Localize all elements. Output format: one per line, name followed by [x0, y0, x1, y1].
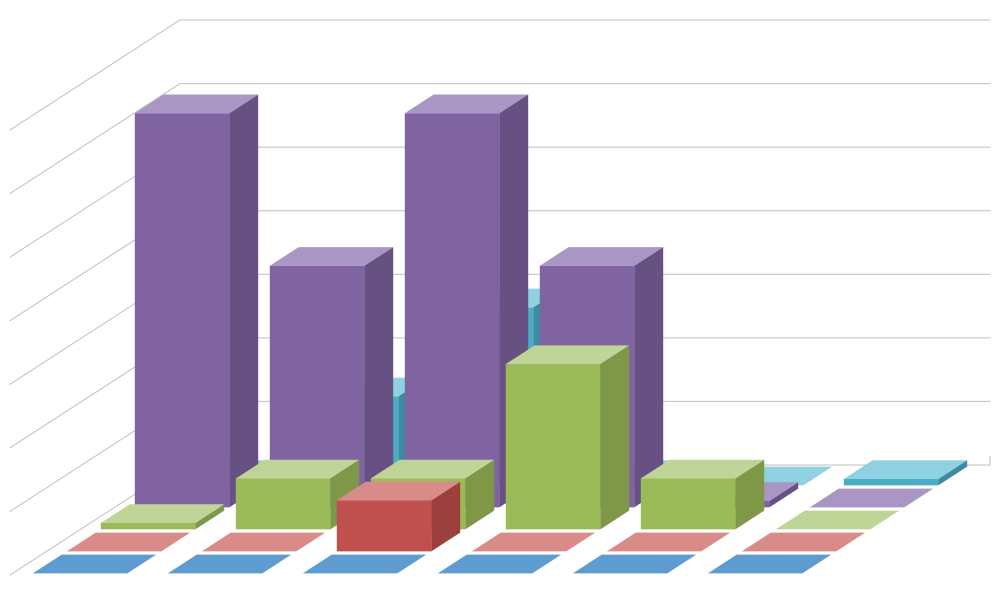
bar-series-4-purple-cat0 — [135, 95, 258, 508]
bar-series-1-blue-cat2 — [303, 555, 426, 574]
bar-series-2-red-cat4 — [607, 533, 730, 552]
bar-series-5-teal-cat5 — [844, 460, 967, 485]
chart-bars — [33, 95, 967, 574]
bar-series-2-red-cat0 — [67, 533, 190, 552]
bar-series-1-blue-cat3 — [438, 555, 561, 574]
bar-series-1-blue-cat1 — [168, 555, 291, 574]
bar-series-1-blue-cat0 — [33, 555, 156, 574]
bar-series-1-blue-cat4 — [573, 555, 696, 574]
bar-series-3-green-cat0 — [101, 504, 224, 529]
bar-series-2-red-cat3 — [472, 533, 595, 552]
bar-series-2-red-cat5 — [742, 533, 865, 552]
bar-series-4-purple-cat5 — [810, 489, 933, 508]
bar-series-3-green-cat3 — [506, 345, 629, 529]
bar-chart-3d — [0, 0, 992, 595]
bar-series-3-green-cat4 — [641, 460, 764, 530]
bar-series-2-red-cat1 — [202, 533, 325, 552]
bar-series-2-red-cat2 — [337, 482, 460, 552]
bar-series-3-green-cat5 — [776, 511, 899, 530]
bar-series-1-blue-cat5 — [708, 555, 831, 574]
